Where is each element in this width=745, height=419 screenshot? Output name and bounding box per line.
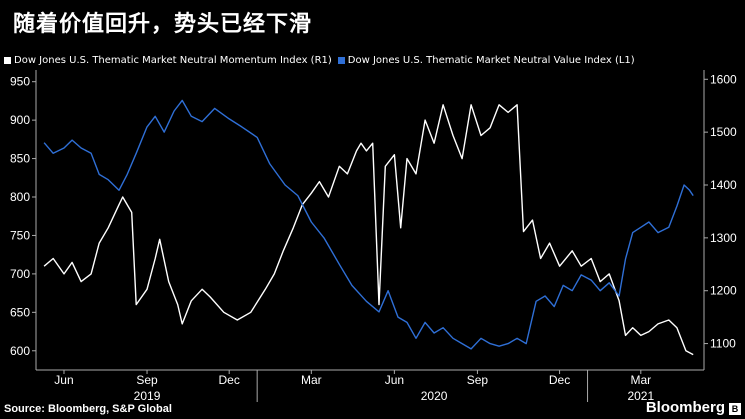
x-tick-label: Dec [549,373,570,387]
legend-swatch-value [337,57,345,64]
bloomberg-mark-icon: B [729,403,741,415]
bloomberg-logo: Bloomberg [645,399,725,416]
y-left-tick-label: 950 [10,75,30,89]
chart-title: 随着价值回升，势头已经下滑 [13,12,313,37]
y-right-tick-label: 1600 [710,72,737,86]
legend-item-value: Dow Jones U.S. Thematic Market Neutral V… [337,55,635,66]
legend-item-momentum: Dow Jones U.S. Thematic Market Neutral M… [4,55,332,66]
chart-legend: Dow Jones U.S. Thematic Market Neutral M… [4,55,641,66]
legend-swatch-momentum [4,57,11,64]
x-tick-label: Sep [467,373,489,387]
y-left-tick-label: 600 [10,344,30,358]
y-right-tick-label: 1200 [710,284,737,298]
value-series-line [43,99,694,350]
x-tick-label: Mar [301,373,322,387]
x-tick-label: Dec [219,373,240,387]
legend-label-momentum: Dow Jones U.S. Thematic Market Neutral M… [14,55,332,66]
year-label: 2019 [134,389,161,403]
y-right-tick-label: 1100 [710,337,736,351]
source-note: Source: Bloomberg, S&P Global [4,403,172,415]
legend-label-value: Dow Jones U.S. Thematic Market Neutral V… [347,55,635,66]
y-right-tick-label: 1400 [710,178,737,192]
x-tick-label: Mar [630,373,651,387]
year-label: 2020 [421,389,448,403]
x-tick-label: Jun [385,373,404,387]
x-tick-label: Jun [54,373,73,387]
y-right-tick-label: 1300 [710,231,737,245]
y-left-tick-label: 850 [10,152,30,166]
y-left-tick-label: 750 [10,228,30,242]
y-right-tick-label: 1500 [710,125,737,139]
y-left-tick-label: 900 [10,113,30,127]
x-tick-label: Sep [136,373,158,387]
momentum-series-line [43,104,694,356]
y-left-tick-label: 650 [10,305,30,319]
year-label: 2021 [627,389,654,403]
y-left-tick-label: 700 [10,267,30,281]
y-left-tick-label: 800 [10,190,30,204]
